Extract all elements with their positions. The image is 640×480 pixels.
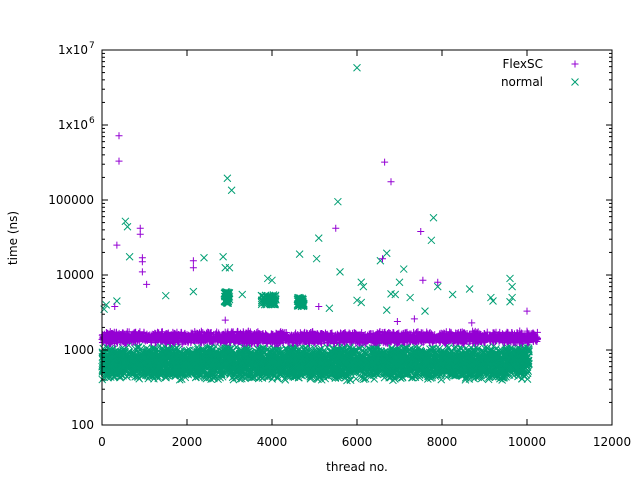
data-point — [312, 254, 321, 263]
data-point — [121, 217, 130, 226]
data-point — [336, 268, 344, 276]
data-point — [508, 282, 516, 291]
data-point — [406, 293, 414, 302]
data-point — [382, 306, 391, 314]
data-point — [200, 253, 208, 262]
data-point — [465, 285, 474, 293]
plot-marks — [98, 63, 542, 385]
data-point — [223, 174, 232, 183]
data-point — [448, 290, 457, 299]
data-point — [295, 250, 304, 258]
data-point — [387, 290, 395, 298]
data-point — [421, 307, 429, 315]
data-point — [325, 304, 334, 313]
data-point — [219, 252, 227, 261]
data-point — [382, 249, 391, 258]
data-point — [123, 222, 132, 231]
data-point — [125, 252, 134, 261]
data-point — [399, 265, 408, 273]
data-point — [489, 297, 497, 305]
data-point — [427, 236, 436, 245]
data-point — [189, 287, 198, 296]
data-point — [314, 234, 323, 243]
data-point — [161, 291, 170, 300]
data-point — [238, 290, 247, 299]
data-point — [175, 375, 184, 384]
data-point — [395, 278, 404, 287]
series-normal — [98, 63, 533, 385]
data-point — [353, 63, 361, 72]
data-point — [429, 213, 438, 222]
data-point — [227, 186, 236, 195]
data-point — [334, 197, 342, 206]
data-point — [225, 263, 234, 272]
data-point — [506, 274, 514, 283]
data-point — [216, 373, 224, 382]
